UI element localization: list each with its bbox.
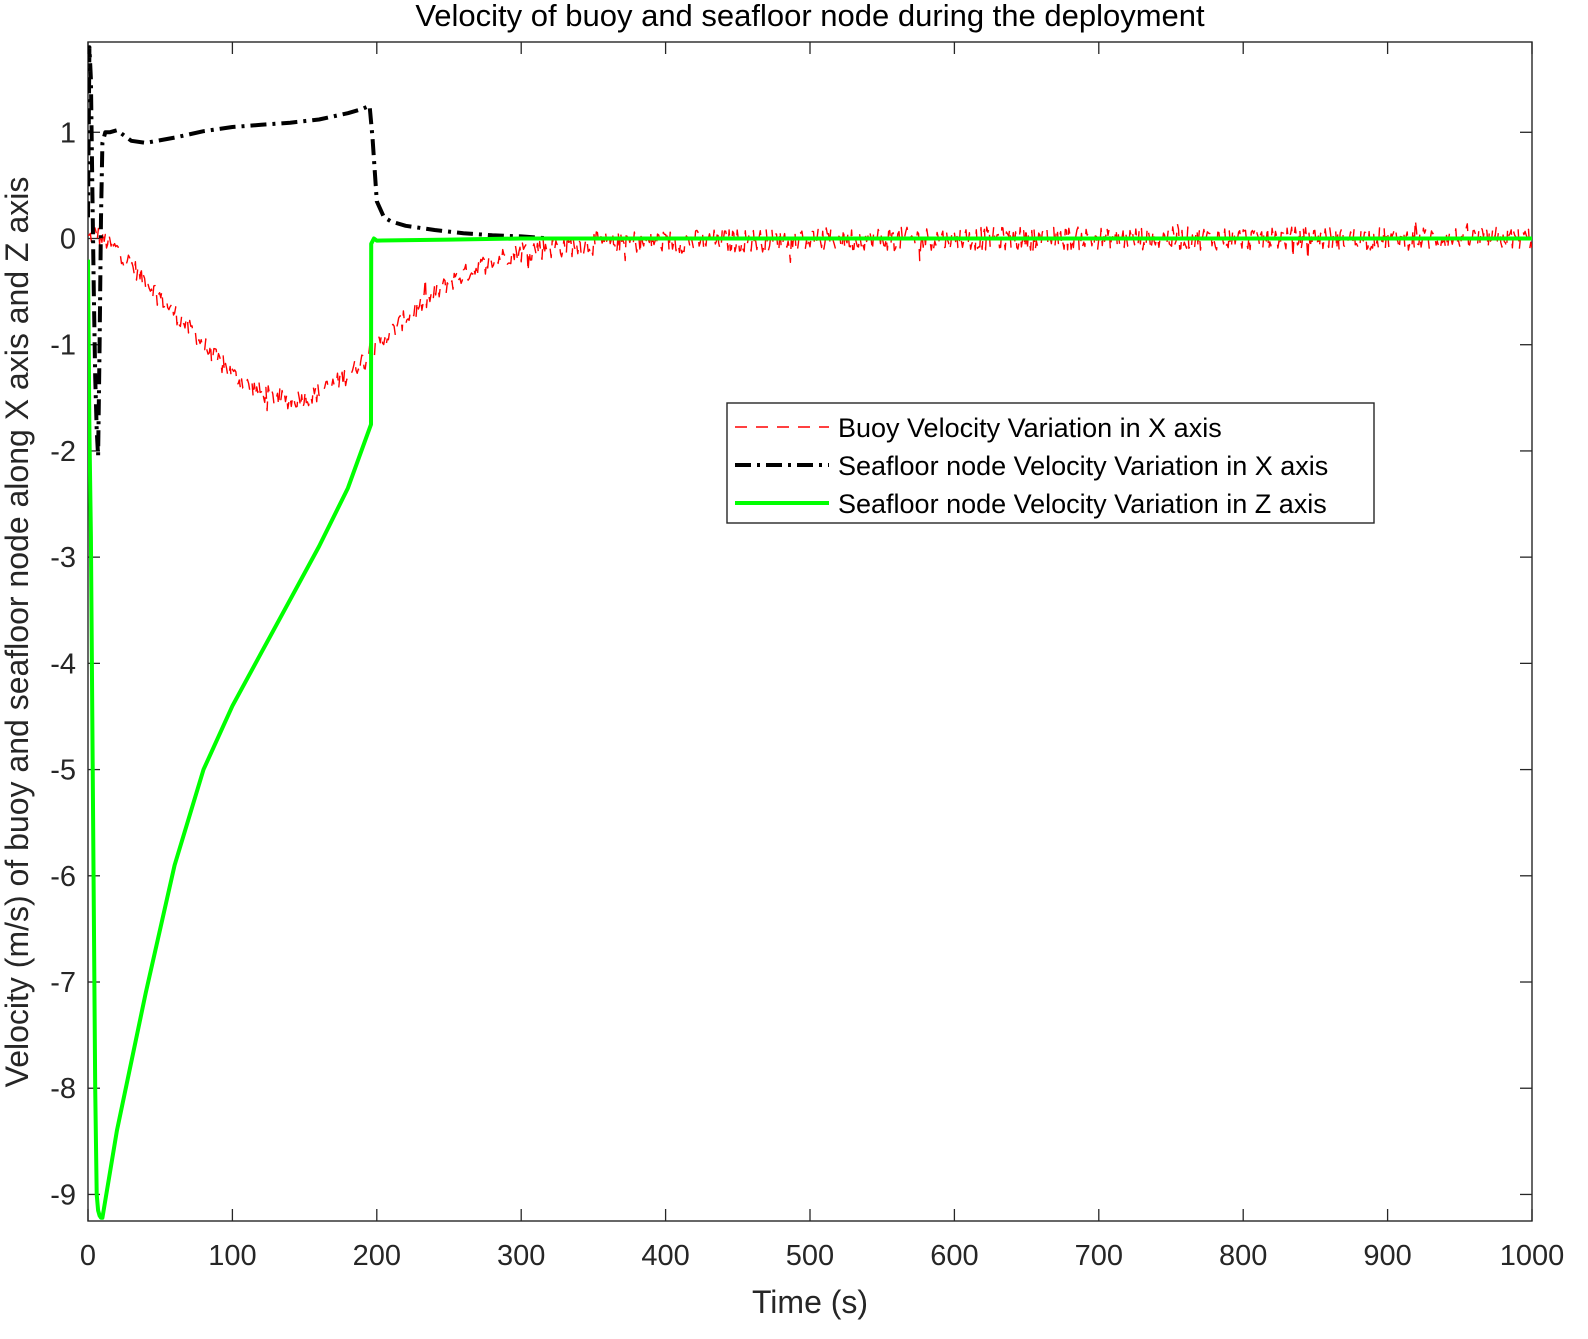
y-axis-title: Velocity (m/s) of buoy and seafloor node… bbox=[0, 177, 35, 1088]
chart-title: Velocity of buoy and seafloor node durin… bbox=[415, 0, 1205, 33]
series-line-3 bbox=[88, 236, 1532, 1220]
legend-label-1: Buoy Velocity Variation in X axis bbox=[838, 413, 1222, 443]
y-tick-label: -9 bbox=[50, 1179, 76, 1211]
x-tick-label: 500 bbox=[786, 1240, 834, 1272]
plot-area: 0 100 200 300 400 500 600 700 800 900 1000 -9 -8 -7 -6… bbox=[50, 41, 1565, 1272]
x-tick-label: 100 bbox=[208, 1240, 256, 1272]
x-tick-label: 400 bbox=[641, 1240, 689, 1272]
y-tick-label: -2 bbox=[50, 436, 76, 468]
y-tick-label: -1 bbox=[50, 330, 76, 362]
y-tick-label: 1 bbox=[60, 117, 76, 149]
y-tick-label: -6 bbox=[50, 861, 76, 893]
x-axis-title: Time (s) bbox=[752, 1284, 868, 1320]
x-tick-label: 800 bbox=[1219, 1240, 1267, 1272]
legend-label-3: Seafloor node Velocity Variation in Z ax… bbox=[838, 489, 1327, 519]
y-tick-label: -5 bbox=[50, 755, 76, 787]
x-tick-label: 200 bbox=[353, 1240, 401, 1272]
series-line-1 bbox=[88, 219, 1532, 412]
legend-label-2: Seafloor node Velocity Variation in X ax… bbox=[838, 451, 1328, 481]
x-tick-label: 600 bbox=[930, 1240, 978, 1272]
legend-box bbox=[726, 402, 1375, 524]
y-tick-label: -3 bbox=[50, 542, 76, 574]
x-tick-label: 0 bbox=[80, 1240, 96, 1272]
x-tick-label: 900 bbox=[1363, 1240, 1411, 1272]
legend: Buoy Velocity Variation in X axis Seafloo… bbox=[726, 402, 1375, 524]
series-line-2 bbox=[88, 45, 1532, 459]
x-tick-label: 1000 bbox=[1500, 1240, 1565, 1272]
x-tick-label: 300 bbox=[497, 1240, 545, 1272]
x-tick-label: 700 bbox=[1075, 1240, 1123, 1272]
y-tick-label: -4 bbox=[50, 648, 76, 680]
y-tick-label: 0 bbox=[60, 224, 76, 256]
y-tick-label: -8 bbox=[50, 1073, 76, 1105]
y-tick-label: -7 bbox=[50, 967, 76, 999]
